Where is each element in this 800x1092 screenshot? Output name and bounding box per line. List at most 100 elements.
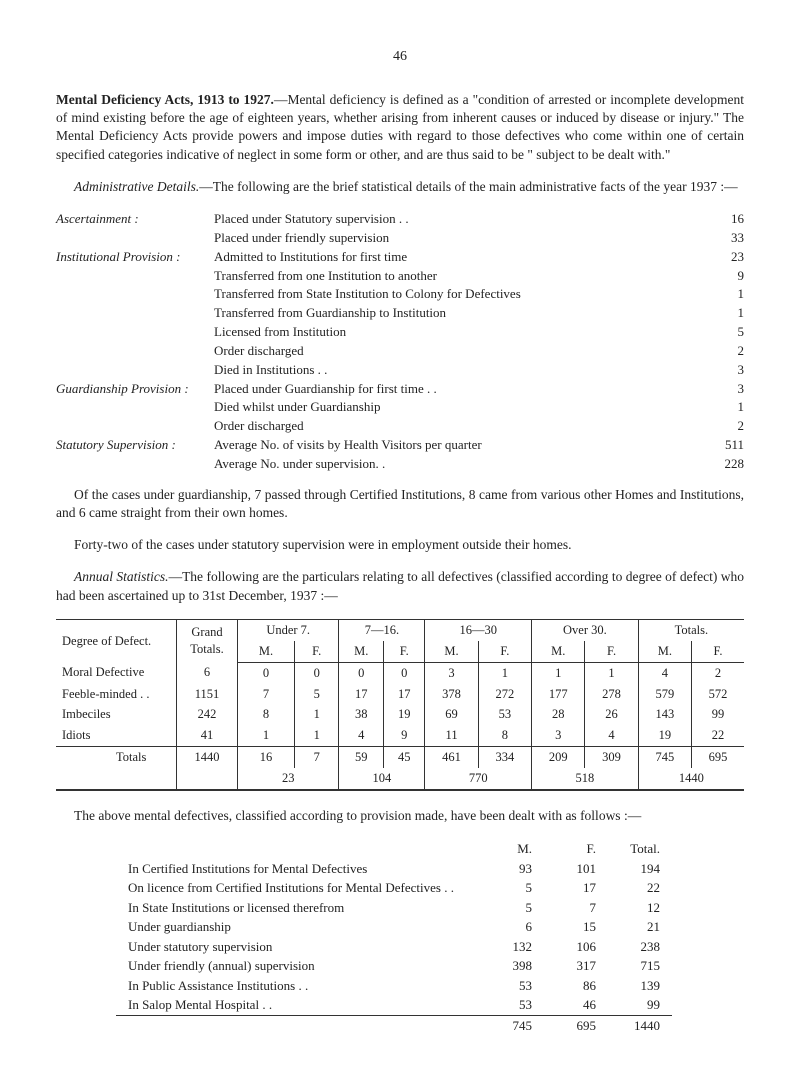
cell: 22 [608,878,672,898]
col-grand: Grand Totals. [177,619,238,662]
admin-note-2: Forty-two of the cases under statutory s… [56,536,744,554]
sum-u7: 23 [238,768,339,790]
intro-paragraph: Mental Deficiency Acts, 1913 to 1927.—Me… [56,91,744,164]
cell: 93 [480,859,544,879]
ascertain-value: 33 [710,229,744,248]
col-16-30: 16—30 [425,619,532,640]
ascertain-group [56,323,214,342]
cell: 99 [608,995,672,1015]
ascertain-desc: Order discharged [214,342,710,361]
ascertain-group: Ascertainment : [56,210,214,229]
ascertain-row: Statutory Supervision :Average No. of vi… [56,436,744,455]
ascertain-row: Transferred from Guardianship to Institu… [56,304,744,323]
cell: 4 [585,725,638,746]
ascertain-value: 1 [710,285,744,304]
cell: 17 [339,684,384,705]
ascertain-group: Guardianship Provision : [56,380,214,399]
cell: 1 [478,662,531,683]
ascertain-row: Ascertainment :Placed under Statutory su… [56,210,744,229]
ascertain-desc: Placed under friendly supervision [214,229,710,248]
ascertain-value: 9 [710,267,744,286]
annual-heading: Annual Statistics. [74,569,169,584]
cell: 194 [608,859,672,879]
cell: 41 [177,725,238,746]
cell: In Salop Mental Hospital . . [116,995,480,1015]
cell: Feeble-minded . . [56,684,177,705]
cell: 17 [544,878,608,898]
table-row: Under guardianship61521 [116,917,672,937]
col-degree-text: Degree of Defect. [62,634,151,648]
cell: 99 [692,704,744,725]
cell: 278 [585,684,638,705]
cell: 242 [177,704,238,725]
ascertain-value: 3 [710,361,744,380]
cell: 143 [638,704,691,725]
cell: 15 [544,917,608,937]
cell: 3 [425,662,478,683]
cell: 19 [384,704,425,725]
ascertain-row: Transferred from State Institution to Co… [56,285,744,304]
ascertain-row: Order discharged2 [56,417,744,436]
ascertain-value: 23 [710,248,744,267]
h-m: M. [238,641,295,662]
ph-t: Total. [608,839,672,859]
cell: 53 [480,976,544,996]
ascertain-row: Died whilst under Guardianship1 [56,398,744,417]
cell: 0 [384,662,425,683]
cell: 177 [532,684,585,705]
h-m: M. [339,641,384,662]
cell: In State Institutions or licensed theref… [116,898,480,918]
cell: 1 [585,662,638,683]
ascertain-row: Died in Institutions . .3 [56,361,744,380]
cell: 5 [480,898,544,918]
ascertain-value: 228 [710,455,744,474]
cell: 1 [295,725,339,746]
cell: 0 [238,662,295,683]
totals-716m: 59 [339,747,384,768]
cell: In Public Assistance Institutions . . [116,976,480,996]
ascertain-desc: Average No. of visits by Health Visitors… [214,436,710,455]
totals-u7f: 7 [295,747,339,768]
ascertain-desc: Order discharged [214,417,710,436]
totals-1630m: 461 [425,747,478,768]
ascertain-desc: Transferred from one Institution to anot… [214,267,710,286]
admin-note-1: Of the cases under guardianship, 7 passe… [56,486,744,522]
table-row: In Salop Mental Hospital . .534699 [116,995,672,1015]
ascertain-value: 2 [710,342,744,361]
annual-table: Degree of Defect. Grand Totals. Under 7.… [56,619,744,791]
totals-o30m: 209 [532,747,585,768]
ascertain-row: Transferred from one Institution to anot… [56,267,744,286]
sum-1630: 770 [425,768,532,790]
totals-u7m: 16 [238,747,295,768]
cell: 8 [238,704,295,725]
table-row: In State Institutions or licensed theref… [116,898,672,918]
cell: 0 [295,662,339,683]
provision-table: M. F. Total. In Certified Institutions f… [116,839,672,1035]
col-over30: Over 30. [532,619,639,640]
cell: 1 [532,662,585,683]
ascertain-row: Average No. under supervision. .228 [56,455,744,474]
h-m: M. [532,641,585,662]
col-under7: Under 7. [238,619,339,640]
ascertain-group [56,342,214,361]
cell: 4 [638,662,691,683]
h-f: F. [692,641,744,662]
ascertain-group: Statutory Supervision : [56,436,214,455]
table-row: In Public Assistance Institutions . .538… [116,976,672,996]
page-number: 46 [56,48,744,67]
cell: 86 [544,976,608,996]
admin-text: —The following are the brief statistical… [199,179,737,194]
annual-paragraph: Annual Statistics.—The following are the… [56,568,744,604]
cell: 378 [425,684,478,705]
table-row: Imbeciles2428138196953282614399 [56,704,744,725]
totals-tm: 745 [638,747,691,768]
totals-1630f: 334 [478,747,531,768]
ascertain-desc: Admitted to Institutions for first time [214,248,710,267]
ascertain-group [56,304,214,323]
cell: 3 [532,725,585,746]
cell: 1 [238,725,295,746]
cell: 19 [638,725,691,746]
h-m: M. [638,641,691,662]
ascertain-value: 2 [710,417,744,436]
cell: 12 [608,898,672,918]
